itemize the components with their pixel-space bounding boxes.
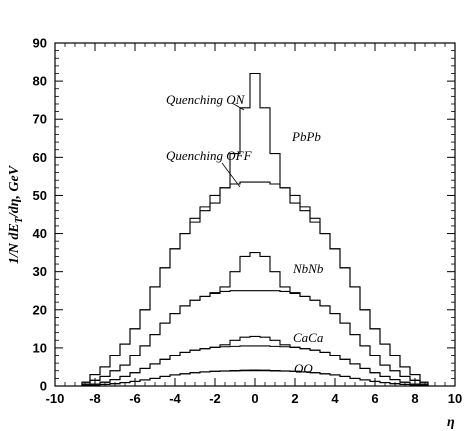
x-axis-label: η — [447, 415, 455, 430]
series-line-pbpb-quenching-off — [79, 181, 431, 387]
x-tick-label: -10 — [46, 391, 65, 406]
annotation-oo: OO — [294, 361, 313, 376]
x-tick-label: 2 — [291, 391, 298, 406]
x-tick-label: -6 — [129, 391, 141, 406]
series-line-caca-quenching-off — [79, 345, 431, 387]
y-tick-label: 10 — [33, 340, 47, 355]
x-tick-label: -8 — [89, 391, 101, 406]
x-tick-label: 4 — [331, 391, 339, 406]
series-line-oo-quenching-off — [79, 370, 431, 387]
y-tick-label: 80 — [33, 74, 47, 89]
plot-frame — [54, 42, 456, 387]
series-lines — [79, 72, 431, 387]
pointer-quenching-off — [221, 162, 241, 188]
x-tick-label: -2 — [209, 391, 221, 406]
ticks — [54, 42, 456, 387]
y-tick-label: 0 — [40, 379, 47, 394]
y-tick-label: 60 — [33, 150, 47, 165]
pointer-quenching-on — [231, 102, 245, 111]
annotation-quenching-on: Quenching ON — [166, 92, 246, 107]
y-tick-label: 40 — [33, 226, 47, 241]
annotation-caca: CaCa — [293, 330, 324, 345]
x-tick-label: 0 — [251, 391, 258, 406]
x-tick-label: -4 — [169, 391, 181, 406]
series-line-pbpb-quenching-on — [79, 72, 431, 387]
annotation-pbpb: PbPb — [291, 129, 321, 144]
y-tick-label: 90 — [33, 36, 47, 51]
y-tick-label: 30 — [33, 264, 47, 279]
tick-labels: -10 -8 -6 -4 -2 0 2 4 6 8 10 0 10 20 30 40 50 60 70 80 90 — [33, 36, 463, 407]
y-tick-label: 70 — [33, 112, 47, 127]
x-tick-label: 8 — [411, 391, 418, 406]
x-tick-label: 10 — [448, 391, 462, 406]
annotation-quenching-off: Quenching OFF — [166, 148, 253, 163]
x-tick-label: 6 — [371, 391, 378, 406]
annotation-nbnb: NbNb — [292, 261, 324, 276]
series-line-nbnb-quenching-off — [79, 290, 431, 387]
y-axis-label: 1/N dET/dη, GeV — [7, 164, 25, 264]
series-line-nbnb-quenching-on — [79, 252, 431, 387]
y-tick-label: 50 — [33, 188, 47, 203]
y-tick-label: 20 — [33, 302, 47, 317]
